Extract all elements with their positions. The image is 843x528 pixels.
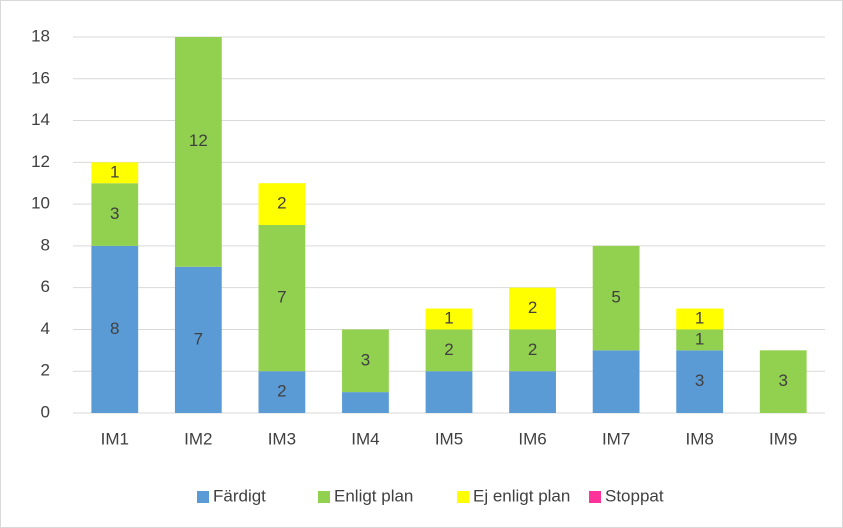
y-tick-label: 16: [31, 68, 50, 87]
x-tick-label: IM5: [435, 429, 463, 448]
data-label: 3: [695, 371, 704, 390]
bar-segment: [425, 371, 473, 413]
x-tick-label: IM1: [101, 429, 129, 448]
data-label: 2: [277, 194, 286, 213]
data-label: 3: [778, 371, 787, 390]
y-tick-label: 14: [31, 110, 50, 129]
data-label: 7: [277, 288, 286, 307]
bar-segment: [258, 371, 306, 413]
bar-segment: [759, 350, 807, 413]
data-label: 8: [110, 319, 119, 338]
x-tick-label: IM4: [351, 429, 379, 448]
bar-segment: [342, 329, 389, 393]
y-tick-label: 2: [41, 361, 50, 380]
y-tick-label: 12: [31, 152, 50, 171]
data-label: 2: [277, 382, 286, 401]
legend-label: Ej enligt plan: [473, 486, 570, 505]
x-tick-label: IM8: [685, 429, 713, 448]
legend-label: Stoppat: [605, 486, 664, 505]
bar-segment: [592, 245, 640, 351]
y-tick-label: 8: [41, 235, 50, 254]
data-label: 1: [444, 308, 453, 327]
bar-segment: [174, 266, 222, 413]
bar-segment: [676, 308, 724, 330]
data-label: 3: [110, 204, 119, 223]
data-label: 2: [444, 340, 453, 359]
bar-segment: [91, 245, 139, 413]
bar-segment: [676, 329, 724, 351]
data-label: 1: [695, 329, 704, 348]
data-label: 12: [189, 131, 208, 150]
y-tick-label: 10: [31, 194, 50, 213]
bar-segment: [258, 183, 306, 225]
y-tick-label: 6: [41, 277, 50, 296]
x-tick-label: IM6: [518, 429, 546, 448]
y-tick-label: 4: [41, 319, 50, 338]
x-tick-label: IM2: [184, 429, 212, 448]
bar-segment: [509, 329, 556, 372]
bar-segment: [91, 183, 139, 246]
bar-segment: [425, 308, 473, 330]
data-label: 2: [528, 340, 537, 359]
data-label: 5: [611, 288, 620, 307]
x-tick-label: IM7: [602, 429, 630, 448]
y-tick-label: 0: [41, 402, 50, 421]
data-label: 1: [110, 162, 119, 181]
bar-segment: [592, 350, 640, 413]
legend-label: Enligt plan: [334, 486, 413, 505]
bars: [91, 37, 807, 413]
data-label: 7: [194, 329, 203, 348]
bar-segment: [509, 287, 556, 330]
bar-segment: [509, 371, 556, 413]
legend-swatch: [589, 491, 601, 503]
bar-segment: [425, 329, 473, 372]
bar-segment: [174, 37, 222, 267]
data-label: 2: [528, 298, 537, 317]
legend-swatch: [197, 491, 209, 503]
bar-segment: [342, 392, 389, 413]
data-label: 1: [695, 308, 704, 327]
labels: 024681012141618IM1831IM2712IM3272IM43IM5…: [31, 26, 797, 505]
x-tick-label: IM9: [769, 429, 797, 448]
y-tick-label: 18: [31, 26, 50, 45]
legend-swatch: [457, 491, 469, 503]
bar-segment: [258, 225, 306, 372]
legend-label: Färdigt: [213, 486, 266, 505]
bar-segment: [676, 350, 724, 413]
x-tick-label: IM3: [268, 429, 296, 448]
bar-segment: [91, 162, 139, 184]
legend-swatch: [318, 491, 330, 503]
data-label: 3: [361, 350, 370, 369]
